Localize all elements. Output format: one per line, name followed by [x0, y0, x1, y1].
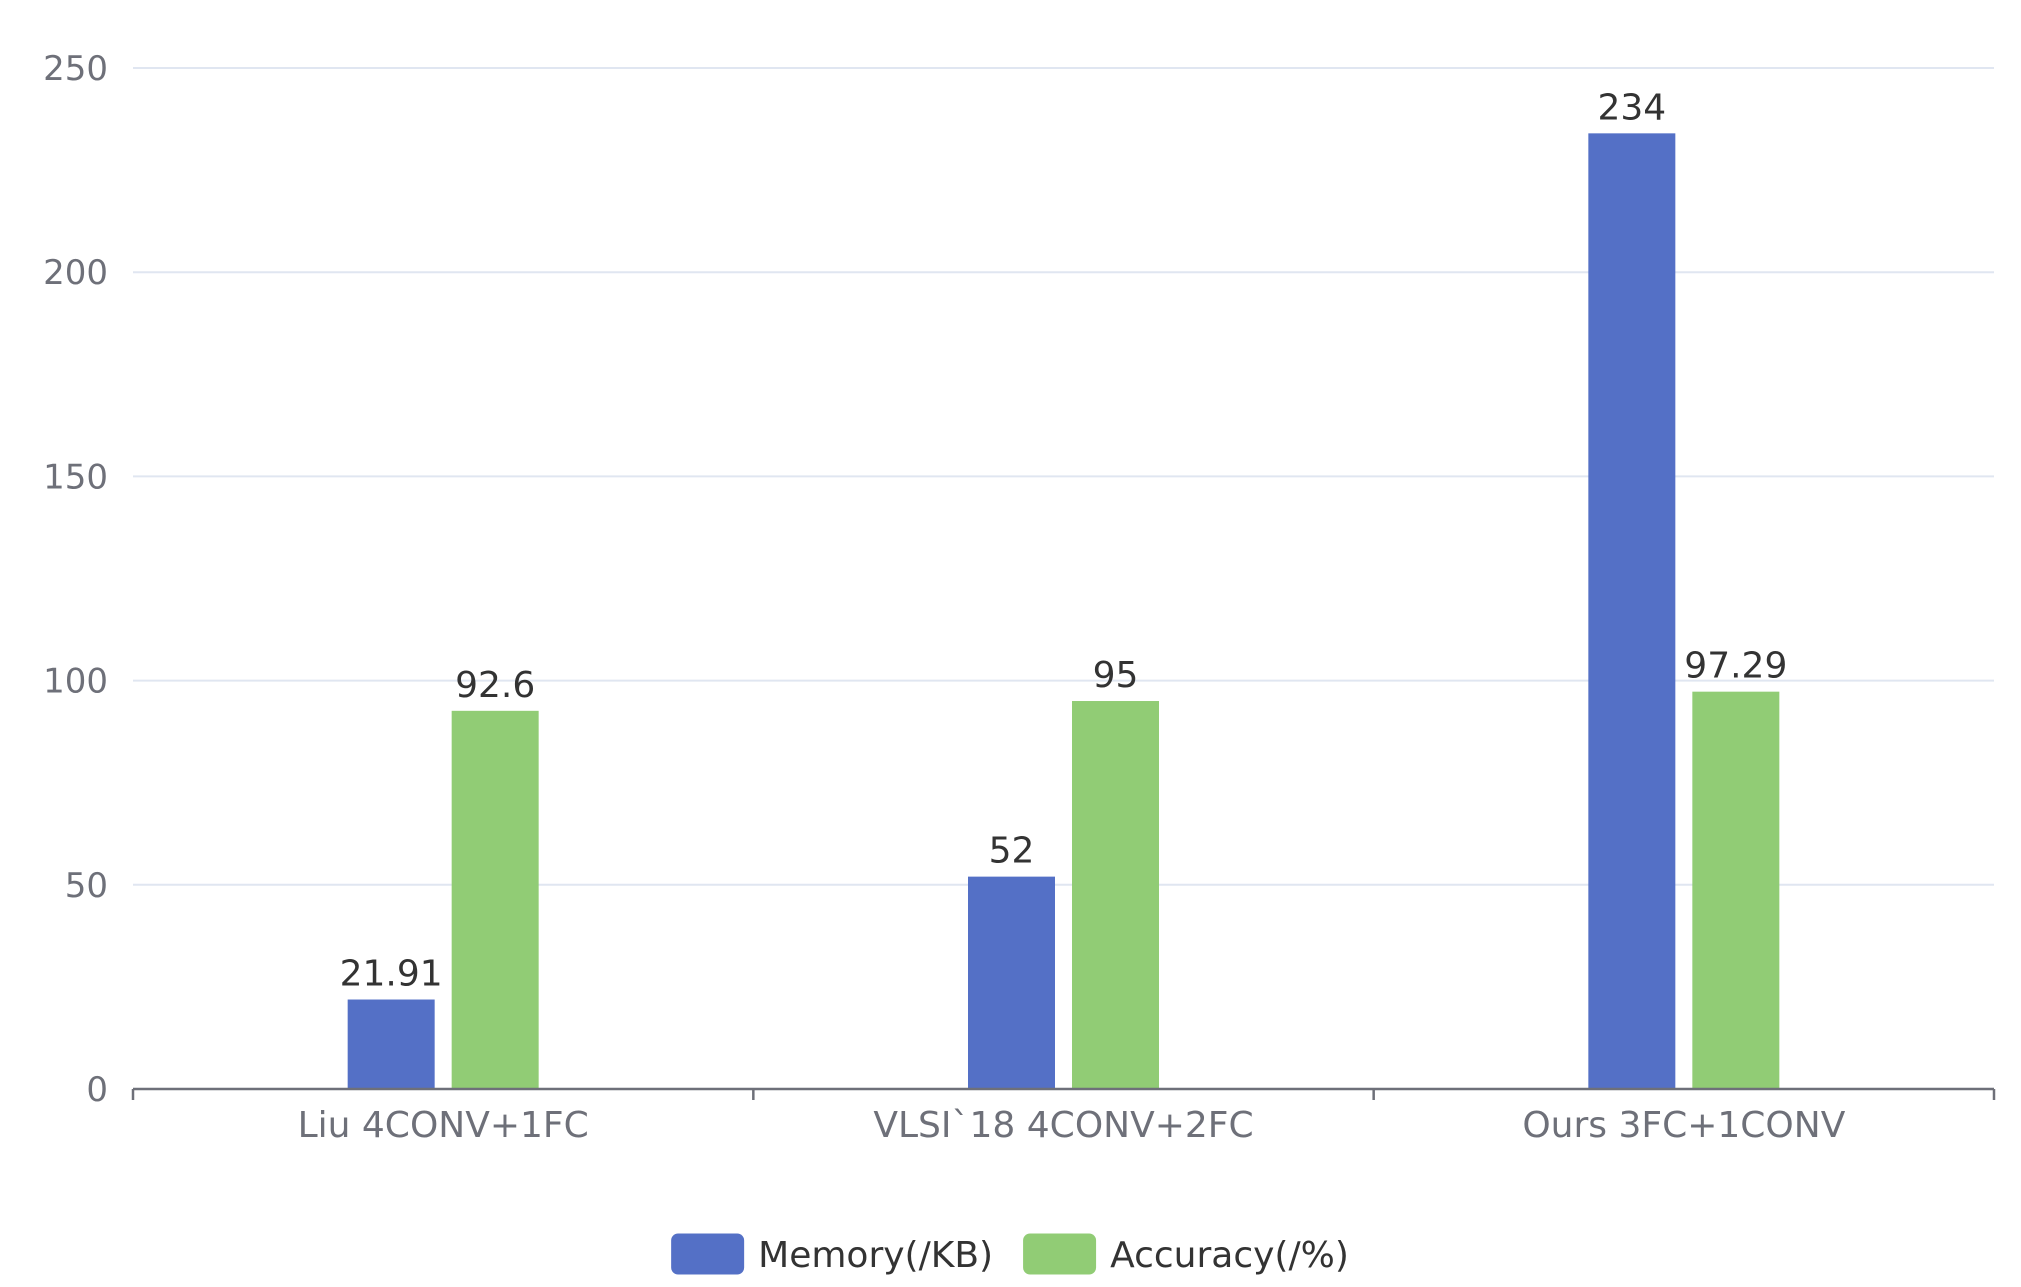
y-tick-label: 100: [43, 662, 108, 702]
y-tick-label: 200: [43, 253, 108, 293]
y-axis-tick-labels: 0 50 100 150 200 250: [43, 49, 108, 1110]
x-category-label: VLSI`18 4CONV+2FC: [873, 1105, 1253, 1146]
bar: [1692, 691, 1780, 1089]
data-label: 234: [1597, 87, 1666, 128]
bar: [451, 710, 539, 1089]
data-label: 97.29: [1684, 646, 1787, 687]
bar: [1072, 701, 1159, 1089]
y-tick-label: 0: [86, 1070, 108, 1110]
legend-item: Memory(/KB): [671, 1233, 993, 1276]
x-category-label: Ours 3FC+1CONV: [1522, 1105, 1845, 1146]
y-tick-label: 150: [43, 457, 108, 497]
legend: Memory(/KB) Accuracy(/%): [671, 1233, 1349, 1276]
bar: [1588, 133, 1676, 1089]
y-tick-label: 50: [65, 866, 108, 906]
bar: [968, 876, 1055, 1089]
data-label: 92.6: [455, 665, 535, 706]
legend-swatch: [1023, 1233, 1097, 1275]
data-labels: 21.91 92.6 52 95 234 97.29: [340, 87, 1788, 994]
legend-label: Memory(/KB): [758, 1235, 993, 1276]
data-label: 52: [989, 831, 1035, 872]
legend-item: Accuracy(/%): [1023, 1233, 1349, 1276]
grid-lines: [133, 67, 1994, 886]
x-axis-category-labels: Liu 4CONV+1FC VLSI`18 4CONV+2FC Ours 3FC+1…: [298, 1105, 1846, 1146]
data-label: 95: [1093, 655, 1139, 696]
bar: [347, 999, 435, 1089]
y-tick-label: 250: [43, 49, 108, 89]
bars: [347, 133, 1780, 1089]
x-axis: [131, 1087, 1996, 1100]
data-label: 21.91: [340, 954, 443, 995]
legend-swatch: [671, 1233, 745, 1275]
legend-label: Accuracy(/%): [1110, 1235, 1349, 1276]
x-category-label: Liu 4CONV+1FC: [298, 1105, 589, 1146]
